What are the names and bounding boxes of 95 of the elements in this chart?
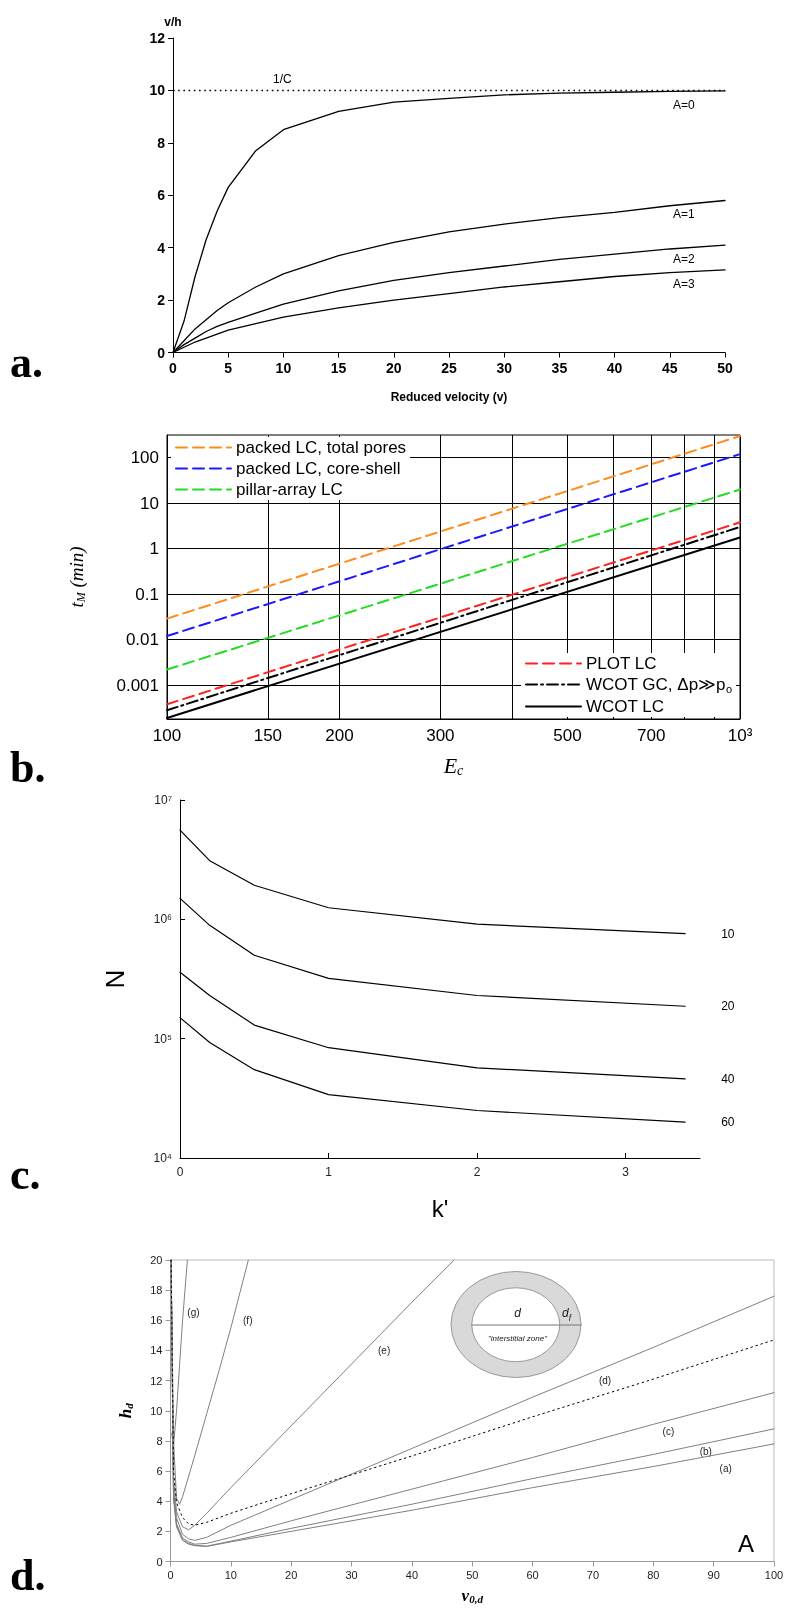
y-tick-label: 12 <box>149 30 166 46</box>
text: 10 <box>721 926 735 941</box>
x-tick-label: 25 <box>441 359 457 376</box>
x-tick-label: 90 <box>707 1569 720 1581</box>
y-tick-label: 6 <box>157 187 166 204</box>
x-tick-label: 5 <box>224 359 233 376</box>
ring-diagram: d d$_{f}$ "interstitial zone" <box>450 1270 584 1380</box>
legend-label: pillar-array LC <box>236 480 343 499</box>
y-tick-label: 10⁶ <box>153 912 173 927</box>
text: b. <box>10 742 46 792</box>
y-tick-label: 8 <box>157 134 166 151</box>
x-tick-label: 500 <box>553 726 582 745</box>
y-tick-label: 10⁴ <box>153 1151 172 1165</box>
x-tick-label: 30 <box>345 1569 358 1581</box>
legend-label: packed LC, total pores <box>236 438 407 457</box>
y-tick-label: 100 <box>130 448 159 468</box>
x-tick-label: 10³ <box>727 726 753 745</box>
x-tick-label: 100 <box>764 1569 784 1581</box>
y-tick-label: 0 <box>157 344 166 361</box>
x-tick-label: 150 <box>253 726 283 745</box>
ref-line-label: 1/C <box>273 72 293 87</box>
x-axis-title: Ec <box>442 752 465 778</box>
legend-label: packed LC, core-shell <box>236 459 401 478</box>
x-tick-label: 60 <box>526 1569 539 1581</box>
y-tick-label: 0.01 <box>125 630 159 650</box>
annotation: d$_{f}$ <box>561 1305 573 1323</box>
y-tick-label: 10 <box>149 82 166 99</box>
series-label: A=2 <box>673 252 696 267</box>
y-tick-label: 1 <box>149 539 159 559</box>
x-tick-label: 10 <box>275 359 292 376</box>
y-tick-label: 0.1 <box>135 584 159 604</box>
x-tick-label: 40 <box>405 1569 419 1581</box>
x-tick-label: 15 <box>330 359 347 376</box>
x-tick-label: 1 <box>325 1165 333 1179</box>
series-label: A=3 <box>673 276 696 291</box>
y-tick-label: 8 <box>156 1434 163 1447</box>
x-tick-label: 0 <box>176 1165 184 1179</box>
y-tick-label: 2 <box>157 292 166 309</box>
y-tick-label: 10⁵ <box>153 1031 173 1046</box>
text: d. <box>10 1550 46 1600</box>
y-tick-label: 20 <box>150 1254 163 1266</box>
text: 60 <box>721 1115 735 1130</box>
x-tick-label: 80 <box>647 1569 660 1581</box>
y-tick-label: 4 <box>157 239 166 256</box>
x-tick-label: 300 <box>426 726 455 745</box>
y-tick-label: 12 <box>150 1374 163 1387</box>
annotation: (d) <box>598 1375 612 1387</box>
annotation: (e) <box>378 1344 391 1356</box>
y-axis-title: N <box>100 969 130 989</box>
x-tick-label: 200 <box>325 726 354 745</box>
x-tick-label: 50 <box>466 1569 479 1581</box>
y-tick-label: 18 <box>150 1284 163 1297</box>
y-axis-title: hd <box>115 1402 135 1419</box>
legend-label: WCOT LC <box>586 697 665 716</box>
x-tick-label: 10 <box>224 1569 237 1581</box>
y-tick-label: 4 <box>156 1495 163 1508</box>
annotation: (a) <box>719 1462 732 1474</box>
text: 20 <box>721 999 735 1014</box>
x-tick-label: 3 <box>622 1165 630 1179</box>
x-tick-label: 20 <box>285 1569 298 1581</box>
legend-label: PLOT LC <box>586 654 657 673</box>
annotation: (b) <box>699 1445 712 1457</box>
y-tick-label: 10 <box>140 493 159 513</box>
annotation: d <box>514 1305 522 1320</box>
x-axis-title: Reduced velocity (v) <box>390 389 508 404</box>
text: a. <box>10 337 43 387</box>
x-tick-label: 30 <box>496 359 513 376</box>
x-axis-title: k' <box>431 1194 449 1222</box>
series-label: A=1 <box>673 207 696 222</box>
y-axis-title: v/h <box>164 15 182 29</box>
x-tick-label: 70 <box>586 1569 600 1581</box>
series-label: A=0 <box>673 97 696 112</box>
y-tick-label: 6 <box>156 1465 163 1478</box>
y-tick-label: 0 <box>156 1555 163 1568</box>
x-tick-label: 40 <box>606 359 623 376</box>
y-tick-label: 0.001 <box>116 675 159 695</box>
x-tick-label: 35 <box>551 359 568 376</box>
x-tick-label: 20 <box>386 359 402 376</box>
annotation: (c) <box>662 1426 675 1438</box>
text: c. <box>10 1149 41 1199</box>
y-tick-label: 16 <box>150 1314 163 1327</box>
y-tick-label: 10⁷ <box>154 793 172 807</box>
y-tick-label: 14 <box>150 1344 163 1357</box>
x-tick-label: 700 <box>637 726 666 745</box>
y-tick-label: 2 <box>156 1525 163 1538</box>
annotation: (g) <box>187 1307 200 1319</box>
x-tick-label: 45 <box>662 359 678 376</box>
y-tick-label: 10 <box>150 1404 163 1417</box>
annotation: (f) <box>243 1314 253 1326</box>
annotation: "interstitial zone" <box>487 1333 549 1343</box>
y-axis-title: tM (min) <box>66 546 88 608</box>
text: 40 <box>721 1071 735 1086</box>
x-tick-label: 2 <box>473 1165 481 1179</box>
x-tick-label: 50 <box>717 359 733 376</box>
annotation: A <box>737 1529 755 1557</box>
